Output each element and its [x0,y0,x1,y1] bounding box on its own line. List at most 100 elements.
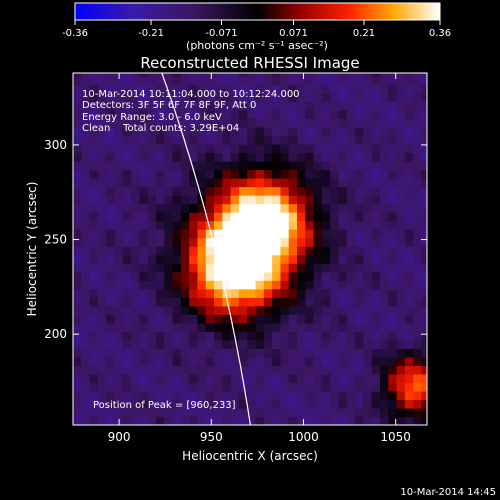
heatmap-cell [338,254,348,264]
heatmap-cell [272,373,282,384]
heatmap-cell [379,305,389,315]
heatmap-cell [114,356,124,366]
heatmap-cell [421,365,427,375]
heatmap-cell [131,373,140,384]
heatmap-cell [255,186,265,196]
heatmap-cell [371,399,381,409]
heatmap-cell [106,220,116,230]
heatmap-cell [363,118,373,128]
heatmap-cell [189,75,199,85]
heatmap-cell [197,246,207,256]
heatmap-cell [222,288,232,298]
heatmap-cell [321,365,331,375]
heatmap-cell [346,152,356,162]
heatmap-cell [180,118,190,128]
heatmap-cell [404,348,414,358]
heatmap-cell [255,212,265,222]
heatmap-cell [355,212,364,222]
heatmap-cell [255,109,265,120]
heatmap-cell [205,305,215,315]
heatmap-cell [106,126,116,137]
heatmap-cell [247,229,257,239]
heatmap-cell [97,178,107,188]
heatmap-cell [297,169,306,179]
heatmap-cell [180,416,190,425]
heatmap-cell [238,305,248,315]
heatmap-cell [421,92,427,102]
heatmap-cell [421,305,427,315]
heatmap-cell [413,407,423,418]
heatmap-cell [214,161,223,171]
heatmap-cell [421,195,427,205]
heatmap-cell [214,399,223,409]
heatmap-cell [280,237,290,247]
heatmap-cell [172,246,182,256]
heatmap-cell [413,118,423,128]
heatmap-cell [330,220,340,230]
heatmap-cell [147,246,157,256]
heatmap-cell [280,126,290,137]
heatmap-cell [197,75,207,85]
heatmap-cell [338,73,348,77]
heatmap-cell [272,237,282,247]
heatmap-cell [330,399,340,409]
heatmap-cell [172,212,182,222]
heatmap-cell [230,101,240,111]
heatmap-cell [388,75,398,85]
heatmap-cell [355,356,364,366]
heatmap-cell [330,314,340,324]
heatmap-cell [230,246,240,256]
heatmap-cell [413,84,423,94]
heatmap-cell [313,92,323,102]
heatmap-cell [73,331,82,341]
heatmap-cell [297,109,306,120]
heatmap-cell [321,75,331,85]
heatmap-cell [205,161,215,171]
heatmap-cell [388,348,398,358]
heatmap-cell [263,322,273,332]
heatmap-cell [73,246,82,256]
heatmap-cell [371,212,381,222]
heatmap-cell [238,178,248,188]
heatmap-cell [355,399,364,409]
heatmap-cell [180,322,190,332]
heatmap-cell [338,152,348,162]
heatmap-cell [139,143,149,154]
heatmap-cell [421,382,427,392]
heatmap-cell [238,356,248,366]
heatmap-cell [89,382,99,392]
heatmap-cell [97,220,107,230]
heatmap-cell [346,84,356,94]
heatmap-cell [321,246,331,256]
heatmap-cell [197,135,207,145]
heatmap-cell [106,314,116,324]
heatmap-cell [305,407,315,418]
heatmap-cell [413,73,423,77]
heatmap-cell [164,109,174,120]
heatmap-cell [189,161,199,171]
heatmap-cell [338,178,348,188]
heatmap-cell [73,288,82,298]
heatmap-cell [272,280,282,290]
heatmap-cell [230,195,240,205]
heatmap-cell [321,229,331,239]
heatmap-cell [147,126,157,137]
heatmap-cell [139,373,149,384]
heatmap-cell [189,237,199,247]
heatmap-cell [155,229,165,239]
heatmap-cell [238,288,248,298]
heatmap-cell [180,178,190,188]
heatmap-cell [106,118,116,128]
heatmap-cell [131,331,140,341]
heatmap-cell [313,288,323,298]
heatmap-cell [288,365,298,375]
heatmap-cell [313,246,323,256]
heatmap-cell [230,212,240,222]
heatmap-cell [81,365,91,375]
heatmap-cell [272,101,282,111]
heatmap-cell [355,229,364,239]
heatmap-cell [371,237,381,247]
heatmap-cell [346,416,356,425]
heatmap-cell [230,169,240,179]
heatmap-cell [288,135,298,145]
